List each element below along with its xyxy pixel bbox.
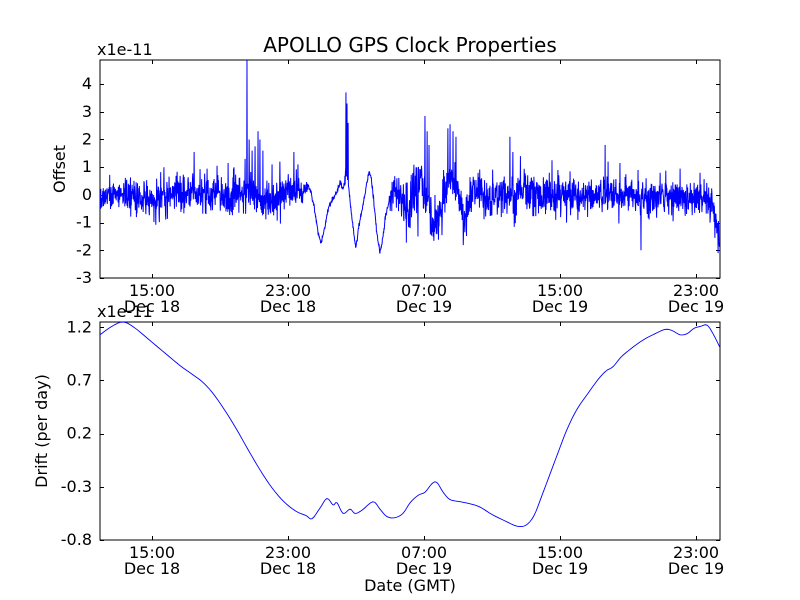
drift-series-line (100, 322, 720, 528)
bottom-offset-scale-label: x1e-11 (97, 302, 153, 321)
y-tick-label: -1 (76, 213, 92, 232)
y-tick-label: 3 (82, 102, 92, 121)
axes-layer (99, 59, 721, 541)
y-tick-label: -0.8 (61, 530, 92, 549)
bottom-xlabel: Date (GMT) (364, 576, 456, 595)
x-tick-date-label: Dec 19 (668, 297, 724, 316)
x-tick-time-label: 07:00 (401, 281, 447, 300)
y-tick-label: -2 (76, 240, 92, 259)
x-tick-time-label: 15:00 (537, 281, 583, 300)
top-offset-scale-label: x1e-11 (97, 40, 153, 59)
offset-series-line (100, 60, 720, 254)
y-tick-label: 0 (82, 185, 92, 204)
y-tick-label: 0.7 (67, 370, 92, 389)
x-tick-date-label: Dec 19 (532, 559, 588, 578)
x-tick-time-label: 15:00 (129, 281, 175, 300)
y-tick-label: 4 (82, 74, 92, 93)
y-tick-label: 1.2 (67, 317, 92, 336)
y-tick-label: 0.2 (67, 424, 92, 443)
x-tick-time-label: 23:00 (265, 281, 311, 300)
x-tick-date-label: Dec 19 (668, 559, 724, 578)
x-tick-time-label: 23:00 (673, 543, 719, 562)
drift-subplot-spines (99, 321, 721, 541)
top-ylabel: Offset (50, 145, 69, 193)
bottom-ylabel: Drift (per day) (32, 374, 51, 488)
y-tick-label: 2 (82, 129, 92, 148)
x-tick-date-label: Dec 19 (396, 559, 452, 578)
x-tick-date-label: Dec 18 (124, 297, 180, 316)
y-tick-label: -0.3 (61, 477, 92, 496)
x-tick-time-label: 23:00 (673, 281, 719, 300)
x-tick-date-label: Dec 19 (396, 297, 452, 316)
y-tick-label: -3 (76, 268, 92, 287)
x-tick-time-label: 07:00 (401, 543, 447, 562)
data-series-layer (100, 60, 720, 528)
chart-title: APOLLO GPS Clock Properties (263, 33, 557, 57)
x-tick-date-label: Dec 18 (124, 559, 180, 578)
x-tick-date-label: Dec 18 (260, 297, 316, 316)
x-tick-date-label: Dec 19 (532, 297, 588, 316)
x-tick-time-label: 23:00 (265, 543, 311, 562)
x-tick-time-label: 15:00 (537, 543, 583, 562)
y-tick-label: 1 (82, 157, 92, 176)
x-tick-date-label: Dec 18 (260, 559, 316, 578)
x-tick-time-label: 15:00 (129, 543, 175, 562)
offset-subplot-spines (99, 59, 721, 279)
